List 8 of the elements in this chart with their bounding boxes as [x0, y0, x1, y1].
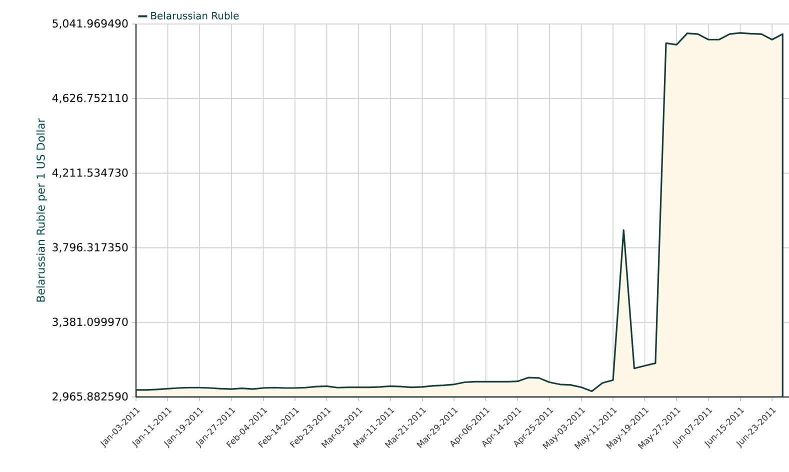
- y-tick-label: 3,381.099970: [52, 318, 128, 328]
- y-tick-label: 4,211.534730: [52, 168, 128, 178]
- y-tick-label: 2,965.882590: [52, 392, 128, 402]
- text: Belarussian Ruble: [151, 12, 239, 20]
- y-axis-title: Belarussian Ruble per 1 US Dollar: [36, 118, 47, 302]
- y-tick-label: 3,796.317350: [52, 243, 128, 252]
- y-tick-label: 5,041.969490: [52, 19, 128, 29]
- y-tick-label: 4,626.752110: [52, 94, 128, 104]
